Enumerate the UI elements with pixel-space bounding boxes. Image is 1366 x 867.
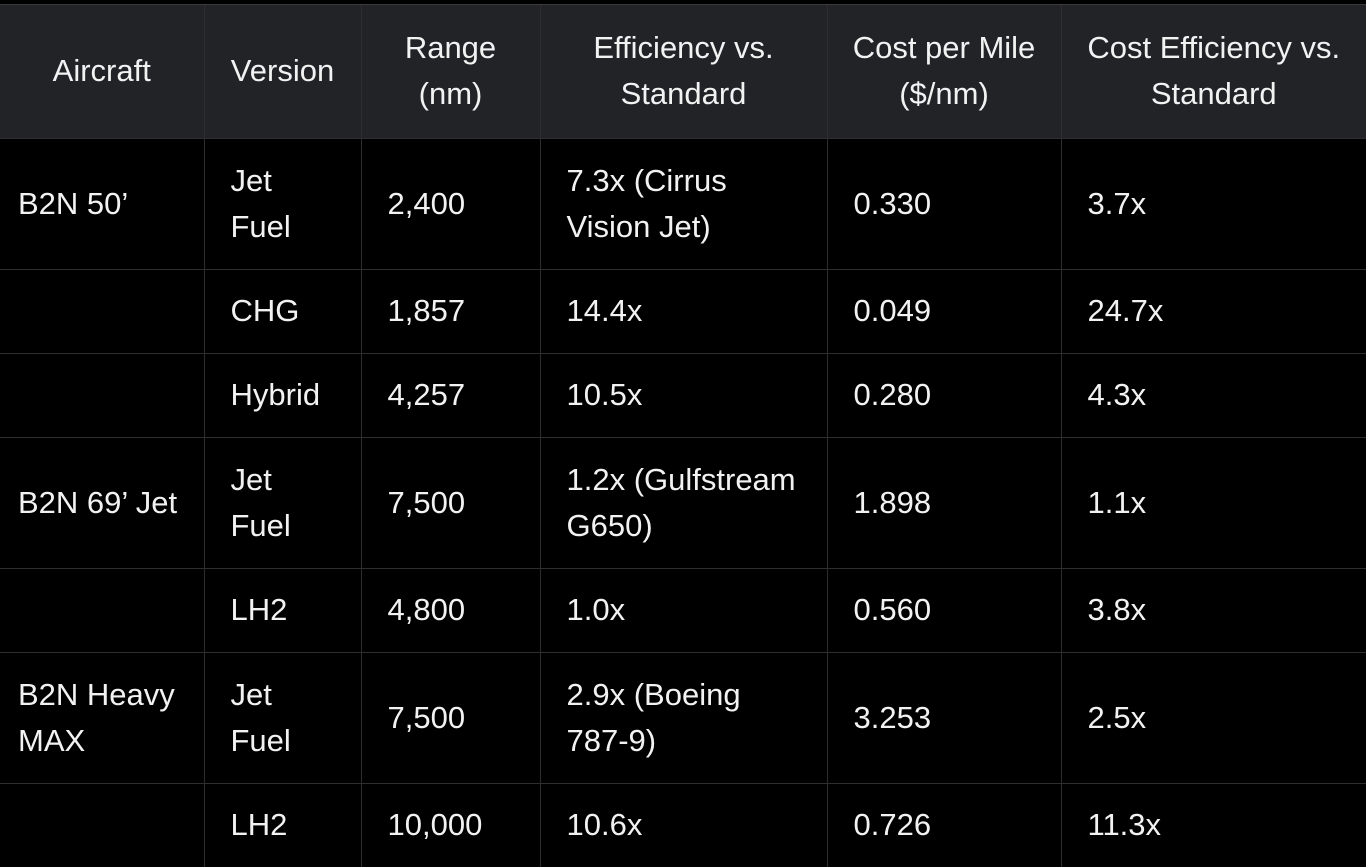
- cell-version: Jet Fuel: [204, 652, 362, 784]
- cell-range: 1,857: [361, 269, 541, 354]
- cell-aircraft: [0, 269, 205, 354]
- header-row: Aircraft Version Range (nm) Efficiency v…: [0, 5, 1366, 139]
- cell-aircraft: [0, 568, 205, 653]
- cell-cost-per-mile: 0.726: [827, 783, 1062, 867]
- cell-cost-per-mile: 1.898: [827, 437, 1062, 569]
- cell-cost-efficiency: 2.5x: [1061, 652, 1366, 784]
- cell-cost-efficiency: 1.1x: [1061, 437, 1366, 569]
- cell-efficiency: 1.2x (Gulfstream G650): [540, 437, 828, 569]
- cell-version: Hybrid: [204, 353, 362, 438]
- cell-cost-per-mile: 0.330: [827, 138, 1062, 270]
- cell-range: 4,800: [361, 568, 541, 653]
- cell-range: 2,400: [361, 138, 541, 270]
- header-cost-efficiency: Cost Efficiency vs. Standard: [1061, 5, 1366, 139]
- cell-cost-efficiency: 3.8x: [1061, 568, 1366, 653]
- cell-cost-per-mile: 3.253: [827, 652, 1062, 784]
- cell-range: 4,257: [361, 353, 541, 438]
- table-row: B2N Heavy MAX Jet Fuel 7,500 2.9x (Boein…: [0, 652, 1366, 784]
- cell-aircraft: B2N Heavy MAX: [0, 652, 205, 784]
- cell-version: LH2: [204, 783, 362, 867]
- cell-efficiency: 7.3x (Cirrus Vision Jet): [540, 138, 828, 270]
- cell-efficiency: 14.4x: [540, 269, 828, 354]
- table-body: B2N 50’ Jet Fuel 2,400 7.3x (Cirrus Visi…: [0, 138, 1366, 867]
- cell-efficiency: 10.6x: [540, 783, 828, 867]
- cell-cost-per-mile: 0.049: [827, 269, 1062, 354]
- cell-version: LH2: [204, 568, 362, 653]
- cell-cost-efficiency: 3.7x: [1061, 138, 1366, 270]
- cell-efficiency: 1.0x: [540, 568, 828, 653]
- cell-aircraft: B2N 69’ Jet: [0, 437, 205, 569]
- cell-range: 10,000: [361, 783, 541, 867]
- cell-range: 7,500: [361, 652, 541, 784]
- cell-aircraft: [0, 353, 205, 438]
- cell-cost-per-mile: 0.560: [827, 568, 1062, 653]
- table-header: Aircraft Version Range (nm) Efficiency v…: [0, 5, 1366, 139]
- header-version: Version: [204, 5, 362, 139]
- cell-cost-efficiency: 11.3x: [1061, 783, 1366, 867]
- cell-version: CHG: [204, 269, 362, 354]
- cell-cost-per-mile: 0.280: [827, 353, 1062, 438]
- aircraft-comparison-table: Aircraft Version Range (nm) Efficiency v…: [0, 5, 1366, 867]
- table-row: B2N 50’ Jet Fuel 2,400 7.3x (Cirrus Visi…: [0, 138, 1366, 270]
- cell-cost-efficiency: 24.7x: [1061, 269, 1366, 354]
- cell-version: Jet Fuel: [204, 138, 362, 270]
- cell-efficiency: 2.9x (Boeing 787-9): [540, 652, 828, 784]
- cell-aircraft: B2N 50’: [0, 138, 205, 270]
- header-range: Range (nm): [361, 5, 541, 139]
- aircraft-comparison-table-container: Aircraft Version Range (nm) Efficiency v…: [0, 4, 1366, 867]
- header-efficiency: Efficiency vs. Standard: [540, 5, 828, 139]
- cell-range: 7,500: [361, 437, 541, 569]
- table-row: Hybrid 4,257 10.5x 0.280 4.3x: [0, 353, 1366, 438]
- table-row: B2N 69’ Jet Jet Fuel 7,500 1.2x (Gulfstr…: [0, 437, 1366, 569]
- cell-cost-efficiency: 4.3x: [1061, 353, 1366, 438]
- cell-efficiency: 10.5x: [540, 353, 828, 438]
- table-row: LH2 4,800 1.0x 0.560 3.8x: [0, 568, 1366, 653]
- cell-version: Jet Fuel: [204, 437, 362, 569]
- table-row: CHG 1,857 14.4x 0.049 24.7x: [0, 269, 1366, 354]
- header-aircraft: Aircraft: [0, 5, 205, 139]
- cell-aircraft: [0, 783, 205, 867]
- table-row: LH2 10,000 10.6x 0.726 11.3x: [0, 783, 1366, 867]
- header-cost-per-mile: Cost per Mile ($/nm): [827, 5, 1062, 139]
